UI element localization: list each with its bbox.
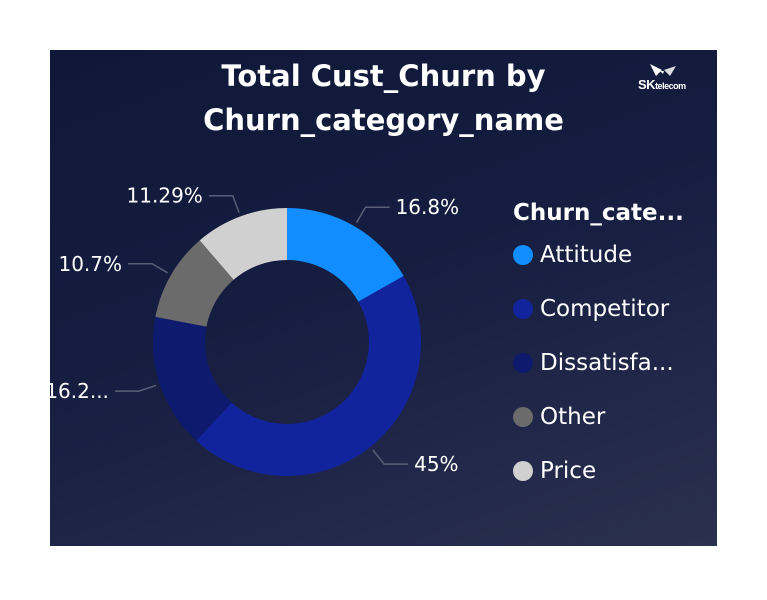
logo-wordmark: SKtelecom — [638, 77, 686, 92]
legend-label: Dissatisfa... — [540, 350, 674, 376]
donut-chart: 16.8% 45% 16.2... 10.7% 11.29% — [50, 184, 460, 476]
slice-attitude[interactable] — [287, 208, 404, 302]
leader-line-competitor — [372, 449, 409, 465]
legend-label: Price — [540, 458, 597, 484]
data-label-dissatisfaction: 16.2... — [50, 379, 109, 403]
data-label-price: 11.29% — [127, 184, 203, 208]
chart-title: Total Cust_Churn by Churn_category_name — [50, 54, 717, 142]
legend-swatch-icon — [513, 407, 533, 427]
sk-telecom-logo: SKtelecom — [638, 62, 698, 96]
slice-other[interactable] — [155, 240, 234, 327]
data-label-attitude: 16.8% — [396, 195, 460, 219]
legend-label: Attitude — [540, 242, 633, 268]
slice-dissatisfaction[interactable] — [153, 316, 232, 441]
legend-title: Churn_cate... — [513, 200, 684, 226]
legend-label: Competitor — [540, 296, 670, 322]
legend-swatch-icon — [513, 299, 533, 319]
legend-item-other[interactable]: Other — [513, 390, 684, 444]
leader-line-other — [128, 263, 168, 274]
legend-item-attitude[interactable]: Attitude — [513, 228, 684, 282]
legend-swatch-icon — [513, 353, 533, 373]
legend-item-dissatisfaction[interactable]: Dissatisfa... — [513, 336, 684, 390]
chart-title-line-1: Total Cust_Churn by — [221, 59, 546, 93]
slice-price[interactable] — [199, 208, 287, 280]
leader-line-attitude — [355, 206, 390, 224]
chart-title-line-2: Churn_category_name — [203, 103, 564, 137]
legend: Churn_cate... Attitude Competitor Dissatis… — [513, 198, 684, 506]
leader-line-dissatisfaction — [114, 384, 157, 392]
logo-text-small: telecom — [655, 81, 686, 91]
legend-swatch-icon — [513, 461, 533, 481]
chart-card: Total Cust_Churn by Churn_category_name … — [50, 50, 717, 546]
legend-item-price[interactable]: Price — [513, 444, 684, 498]
legend-label: Other — [540, 404, 606, 430]
slice-competitor[interactable] — [196, 275, 421, 476]
data-label-other: 10.7% — [58, 252, 122, 276]
data-label-competitor: 45% — [414, 452, 458, 476]
leader-line-price — [208, 194, 240, 213]
butterfly-icon — [650, 64, 676, 76]
legend-item-competitor[interactable]: Competitor — [513, 282, 684, 336]
logo-text-main: SK — [638, 77, 656, 92]
legend-swatch-icon — [513, 245, 533, 265]
